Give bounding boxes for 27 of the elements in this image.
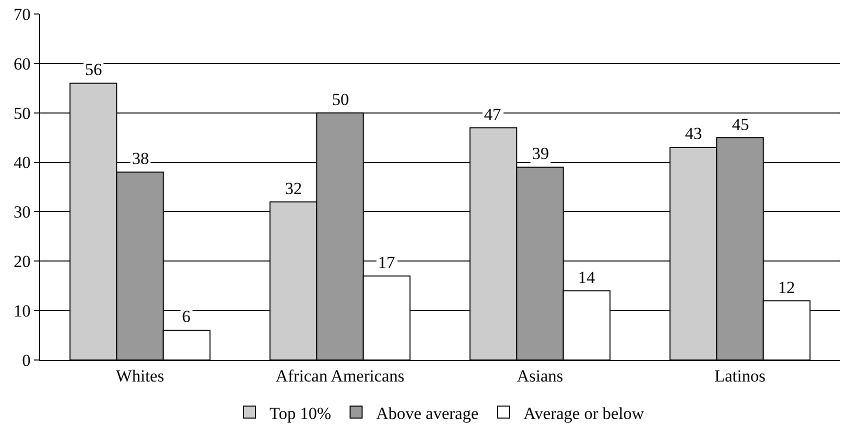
y-tick-label: 30 (14, 202, 31, 222)
y-tick-label: 0 (22, 350, 31, 370)
legend-label: Above average (376, 404, 479, 423)
data-label: 43 (685, 124, 702, 143)
data-label: 47 (484, 105, 502, 124)
y-tick-label: 60 (14, 54, 31, 74)
data-label: 14 (578, 268, 596, 287)
x-tick-label: Whites (116, 366, 164, 386)
y-tick-label: 50 (14, 104, 31, 123)
legend-label: Top 10% (270, 404, 332, 423)
data-label: 17 (378, 253, 396, 272)
x-tick-label: African Americans (276, 366, 404, 386)
x-tick-label: Latinos (714, 366, 766, 386)
x-tick-label: Asians (516, 366, 564, 386)
legend-label: Average or below (524, 404, 645, 423)
y-tick-label: 70 (14, 4, 31, 24)
y-tick-label: 20 (14, 252, 31, 272)
data-label: 56 (85, 60, 102, 79)
data-label: 12 (778, 278, 795, 297)
y-tick-label: 10 (14, 302, 31, 321)
data-label: 6 (182, 307, 190, 326)
y-tick-label: 40 (14, 153, 31, 172)
data-label: 38 (132, 149, 149, 168)
data-label: 50 (332, 90, 349, 109)
data-label: 32 (285, 179, 302, 198)
data-label: 39 (532, 144, 549, 163)
data-label: 45 (732, 115, 749, 134)
